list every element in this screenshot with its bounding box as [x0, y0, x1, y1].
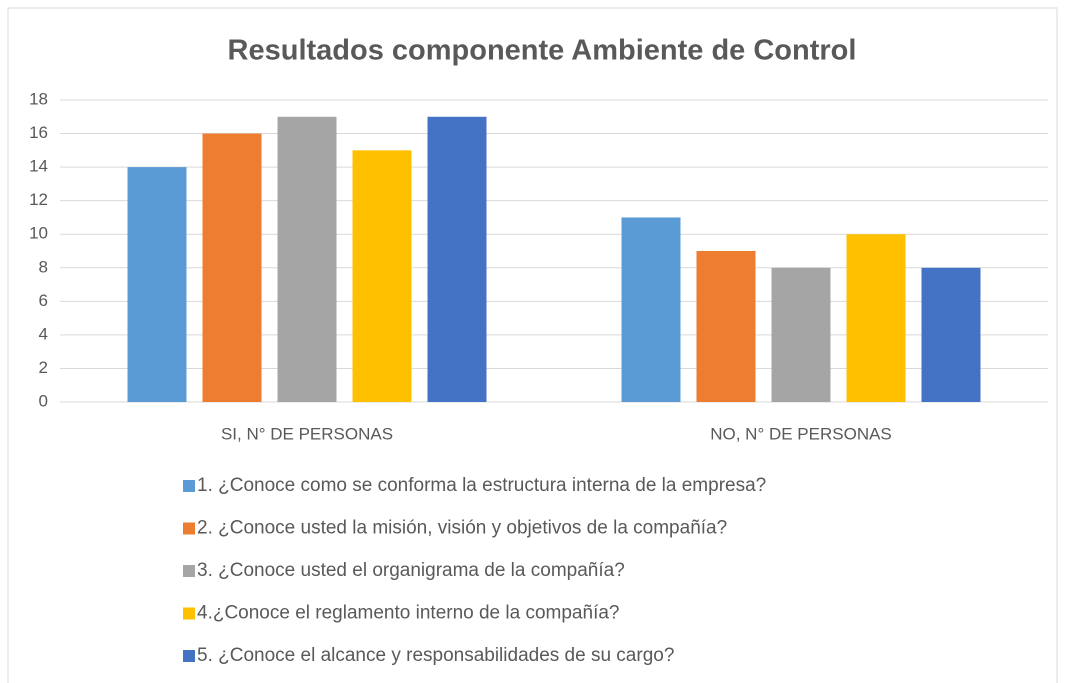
bar	[621, 217, 681, 402]
legend-swatch	[183, 607, 195, 620]
legend-label: 5. ¿Conoce el alcance y responsabilidade…	[197, 645, 674, 666]
bar	[771, 267, 831, 402]
legend-swatch	[183, 565, 195, 577]
bar	[277, 116, 337, 403]
legend-label: 1. ¿Conoce como se conforma la estructur…	[197, 475, 766, 496]
y-tick-label: 18	[29, 89, 48, 108]
y-tick-label: 12	[29, 190, 48, 209]
y-tick-label: 6	[39, 291, 48, 310]
y-tick-label: 2	[39, 358, 48, 377]
x-tick-label: SI, N° DE PERSONAS	[221, 424, 393, 443]
y-tick-label: 10	[29, 224, 48, 243]
y-tick-label: 16	[29, 123, 48, 142]
x-tick-label: NO, N° DE PERSONAS	[710, 424, 892, 443]
bar	[427, 116, 487, 403]
bar	[846, 234, 906, 402]
y-tick-label: 0	[39, 391, 48, 410]
legend-label: 2. ¿Conoce usted la misión, visión y obj…	[197, 518, 727, 539]
y-tick-label: 4	[39, 324, 48, 343]
y-tick-label: 8	[39, 257, 48, 276]
legend-label: 4.¿Conoce el reglamento interno de la co…	[197, 603, 619, 624]
legend-swatch	[183, 522, 195, 535]
bar	[127, 167, 187, 402]
legend-swatch	[183, 480, 195, 492]
bar	[696, 251, 756, 402]
bar	[352, 150, 412, 402]
bar	[202, 133, 262, 403]
bar	[921, 267, 981, 402]
y-tick-label: 14	[29, 157, 48, 176]
chart-title: Resultados componente Ambiente de Contro…	[228, 35, 857, 67]
legend-label: 3. ¿Conoce usted el organigrama de la co…	[197, 560, 625, 581]
legend-swatch	[183, 650, 195, 662]
